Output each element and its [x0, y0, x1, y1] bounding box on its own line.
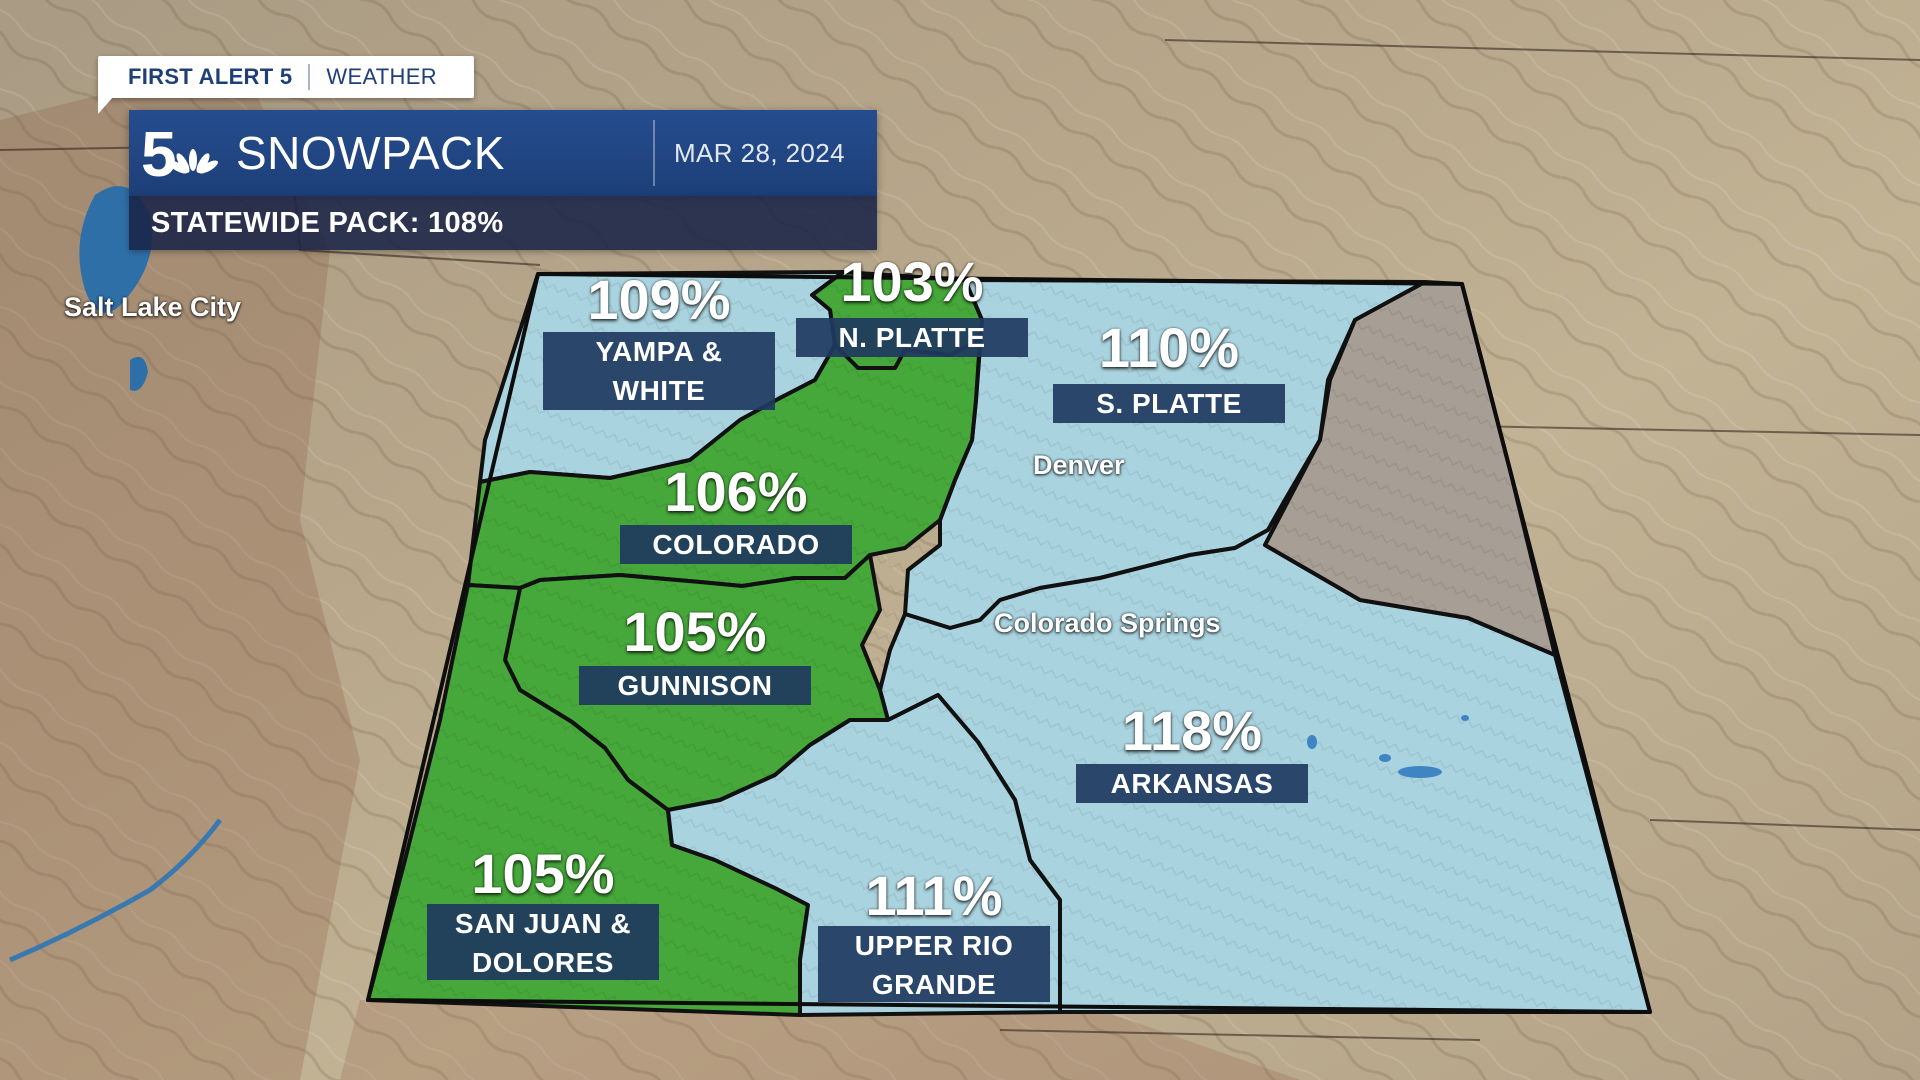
basin-name-colorado: COLORADO — [620, 525, 852, 564]
lake-powell — [9, 818, 222, 963]
title-bar: 5 SNOWPACK MAR 28, 2024 — [129, 110, 877, 196]
brand-tab: FIRST ALERT 5 WEATHER — [98, 56, 474, 98]
city-label-denver: Denver — [1033, 450, 1125, 480]
statewide-bar: STATEWIDE PACK: 108% — [129, 196, 877, 250]
utah-lake — [130, 356, 148, 391]
basin-percent-arkansas: 118% — [1121, 699, 1263, 762]
reservoirs — [1307, 715, 1469, 778]
basin-name-upper-rio-grande: UPPER RIO GRANDE — [818, 926, 1050, 1002]
basin-name-yampa-white: YAMPA & WHITE — [543, 332, 775, 410]
channel-5-peacock-logo-icon: 5 — [141, 120, 218, 186]
basin-percent-gunnison: 105% — [623, 600, 767, 663]
southern-mountains — [340, 1000, 1300, 1080]
brand-secondary: WEATHER — [326, 64, 437, 89]
statewide-pack-label: STATEWIDE PACK: 108% — [151, 207, 504, 239]
city-label-colorado-springs: Colorado Springs — [994, 608, 1221, 638]
page-title: SNOWPACK — [236, 127, 505, 179]
city-label-salt-lake-city: Salt Lake City — [64, 292, 242, 322]
basin-percent-colorado: 106% — [664, 460, 808, 523]
basin-percent-upper-rio-grande: 111% — [865, 864, 1003, 927]
basin-name-south-platte: S. PLATTE — [1053, 384, 1285, 423]
basin-name-gunnison: GUNNISON — [579, 666, 811, 705]
brand-primary: FIRST ALERT 5 — [128, 64, 293, 89]
western-mountains — [0, 60, 360, 1080]
basin-percent-yampa-white: 109% — [587, 268, 731, 331]
svg-text:5: 5 — [141, 120, 177, 186]
basin-name-north-platte: N. PLATTE — [796, 318, 1028, 357]
basin-percent-south-platte: 110% — [1098, 316, 1240, 379]
date-label: MAR 28, 2024 — [674, 138, 846, 168]
title-divider — [653, 120, 655, 186]
basin-percent-north-platte: 103% — [840, 250, 984, 313]
basin-name-san-juan-dolores: SAN JUAN & DOLORES — [427, 904, 659, 980]
basin-percent-san-juan-dolores: 105% — [471, 842, 615, 905]
colorado-state-outline — [366, 272, 1652, 1014]
brand-tab-notch — [98, 96, 114, 114]
basin-texture — [368, 274, 1650, 1012]
basin-name-arkansas: ARKANSAS — [1076, 764, 1308, 803]
brand-divider — [308, 64, 311, 90]
